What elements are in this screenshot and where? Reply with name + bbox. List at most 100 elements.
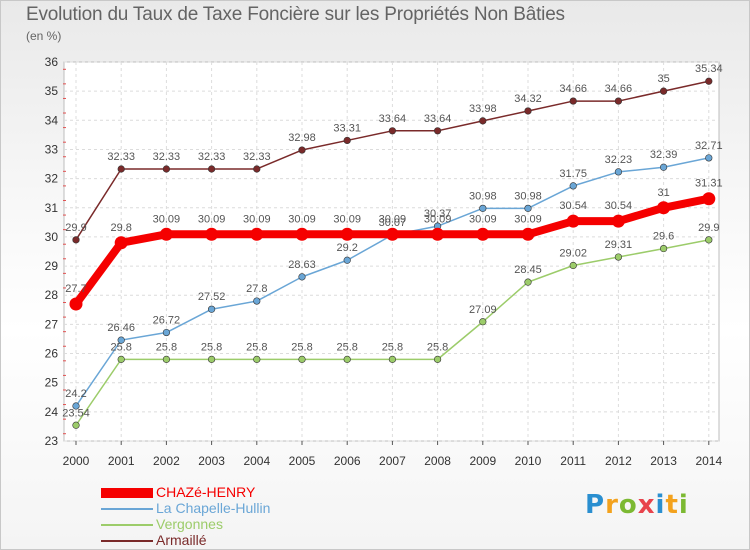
data-label: 23.54	[62, 407, 90, 419]
data-label: 35.34	[695, 63, 723, 75]
x-tick-label: 2012	[605, 454, 632, 468]
x-tick-label: 2014	[695, 454, 722, 468]
data-label: 32.39	[650, 149, 678, 161]
data-label: 32.71	[695, 140, 723, 152]
data-point	[298, 273, 306, 281]
data-label: 25.8	[336, 341, 357, 353]
data-label: 32.33	[198, 151, 226, 163]
y-tick-label: 27	[45, 317, 59, 331]
data-label: 29.02	[559, 247, 587, 259]
data-point	[72, 236, 80, 244]
data-point	[208, 305, 216, 313]
data-point	[340, 227, 354, 241]
data-point	[250, 227, 264, 241]
data-point	[253, 355, 261, 363]
y-tick-label: 34	[45, 113, 59, 127]
y-tick-label: 24	[45, 405, 59, 419]
data-label: 29.9	[65, 222, 86, 234]
data-point	[72, 402, 80, 410]
data-point	[479, 318, 487, 326]
x-tick-label: 2004	[243, 454, 270, 468]
data-label: 30.98	[469, 190, 497, 202]
data-point	[162, 165, 170, 173]
data-point	[434, 355, 442, 363]
data-point	[476, 227, 490, 241]
logo-letter: t	[665, 490, 679, 520]
y-tick-label: 23	[45, 434, 59, 448]
data-label: 26.46	[107, 322, 135, 334]
data-label: 27.09	[469, 304, 497, 316]
data-point	[343, 256, 351, 264]
data-label: 30.09	[379, 213, 407, 225]
data-point	[388, 355, 397, 363]
legend-item: CHAZé-HENRY	[101, 484, 341, 501]
logo-letter: x	[637, 490, 656, 520]
data-point	[117, 355, 125, 363]
data-label: 30.09	[333, 213, 361, 225]
proxiti-logo: Proxiti	[585, 490, 689, 520]
data-label: 30.54	[559, 200, 587, 212]
data-point	[479, 204, 487, 212]
legend-label: Armaillé	[156, 532, 207, 548]
data-point	[205, 227, 219, 241]
data-point	[614, 253, 623, 261]
y-tick-label: 29	[45, 259, 59, 273]
plot-area	[63, 61, 720, 442]
data-point	[343, 136, 351, 145]
data-point	[388, 127, 397, 135]
legend-label: Vergonnes	[156, 516, 223, 532]
legend-swatch	[101, 488, 153, 498]
data-point	[253, 165, 261, 173]
legend-item: Vergonnes	[101, 516, 341, 533]
y-tick-label: 26	[45, 347, 59, 361]
data-point	[72, 421, 80, 429]
legend-label: CHAZé-HENRY	[156, 484, 256, 500]
data-label: 28.63	[288, 259, 316, 271]
data-label: 33.64	[424, 113, 452, 125]
y-tick-label: 31	[45, 201, 59, 215]
x-tick-label: 2010	[515, 454, 542, 468]
data-point	[479, 117, 487, 125]
data-point	[569, 182, 577, 190]
data-label: 34.32	[514, 93, 542, 105]
data-point	[117, 336, 125, 344]
legend-swatch	[101, 540, 153, 542]
data-label: 27.8	[246, 283, 267, 295]
legend-swatch	[101, 524, 153, 526]
data-label: 32.98	[288, 132, 316, 144]
data-point	[657, 201, 671, 215]
x-tick-label: 2006	[334, 454, 361, 468]
data-point	[614, 168, 623, 176]
logo-letter: o	[618, 490, 638, 520]
x-tick-label: 2002	[153, 454, 180, 468]
data-point	[521, 227, 535, 241]
y-tick-label: 30	[45, 230, 59, 244]
data-label: 25.8	[382, 341, 403, 353]
y-tick-label: 36	[45, 55, 59, 69]
data-label: 30.09	[514, 213, 542, 225]
legend: CHAZé-HENRY La Chapelle-Hullin Vergonnes Ar…	[101, 484, 341, 549]
chart-title: Evolution du Taux de Taxe Foncière sur l…	[26, 4, 565, 25]
data-label: 30.09	[243, 213, 271, 225]
data-point	[705, 236, 713, 244]
data-point	[295, 227, 309, 241]
data-label: 34.66	[559, 83, 587, 95]
data-label: 25.8	[201, 341, 222, 353]
data-label: 25.8	[246, 341, 267, 353]
data-label: 30.09	[153, 213, 181, 225]
data-label: 31.75	[559, 168, 587, 180]
data-point	[69, 297, 83, 311]
data-label: 33.64	[379, 113, 407, 125]
data-point	[611, 214, 625, 228]
data-point	[614, 97, 623, 105]
data-point	[659, 87, 668, 95]
data-point	[253, 297, 261, 305]
data-label: 25.8	[427, 341, 448, 353]
data-point	[208, 165, 216, 173]
data-label: 34.66	[605, 83, 633, 95]
data-label: 27.7	[65, 283, 86, 295]
data-point	[569, 97, 577, 105]
data-label: 29.2	[336, 242, 357, 254]
data-label: 32.33	[107, 151, 135, 163]
